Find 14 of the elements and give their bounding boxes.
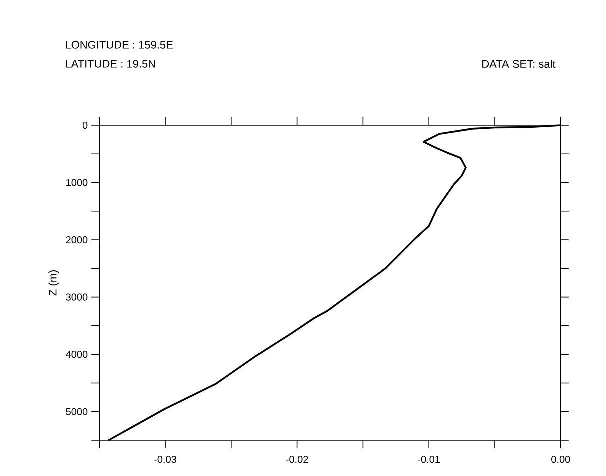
x-tick-label: -0.02 [286,456,308,464]
y-tick-label: 1000 [66,179,88,186]
y-tick-label: 5000 [66,408,88,416]
text: LATITUDE : 19.5N [66,60,156,68]
x-tick-label: -0.03 [154,456,176,464]
text: LONGITUDE : 159.5E [66,41,173,49]
x-tick-label: 0.00 [552,456,570,464]
x-tick-label: -0.01 [418,456,440,464]
y-axis-title: Z (m) [48,270,59,296]
y-tick-label: 4000 [66,351,88,358]
text: DATA SET: salt [482,60,556,68]
y-tick-label: 2000 [66,236,88,244]
y-tick-label: 3000 [66,294,88,301]
y-tick-label: 0 [82,122,88,130]
